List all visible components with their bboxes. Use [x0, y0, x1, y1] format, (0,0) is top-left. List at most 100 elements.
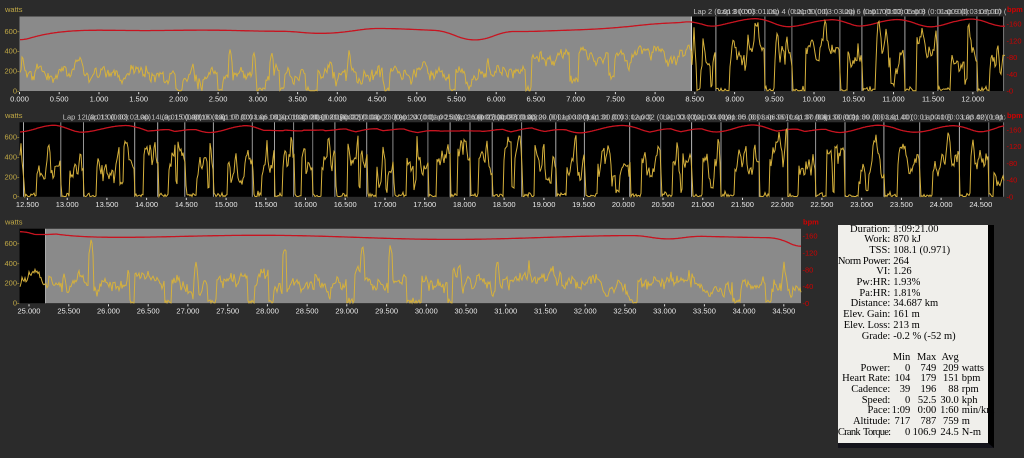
svg-text:Lap 35 (0:03:06.00): Lap 35 (0:03:06.00): [723, 113, 789, 122]
svg-text:22.500: 22.500: [810, 200, 833, 209]
svg-text:0.000: 0.000: [10, 94, 29, 103]
svg-text:16.000: 16.000: [294, 200, 317, 209]
svg-text:0.500: 0.500: [50, 94, 69, 103]
svg-text:Lap 31 (0:03:02.00): Lap 31 (0:03:02.00): [586, 113, 652, 122]
svg-text:8.500: 8.500: [685, 94, 704, 103]
svg-text:-40: -40: [1007, 70, 1018, 79]
svg-text:23.500: 23.500: [890, 200, 913, 209]
svg-text:Lap 18 (0:01:00.00): Lap 18 (0:01:00.00): [254, 113, 320, 122]
svg-text:Lap 37 (0:01:00.00): Lap 37 (0:01:00.00): [790, 113, 856, 122]
svg-text:Lap 28 (0:01:00.00): Lap 28 (0:01:00.00): [494, 113, 560, 122]
svg-text:27.500: 27.500: [216, 307, 239, 316]
svg-text:23.000: 23.000: [850, 200, 873, 209]
svg-text:0-: 0-: [13, 86, 20, 95]
svg-text:21.500: 21.500: [731, 200, 754, 209]
svg-text:3.000: 3.000: [249, 94, 268, 103]
svg-text:-0: -0: [1007, 193, 1014, 202]
svg-text:Lap 4 (0:01:00.00): Lap 4 (0:01:00.00): [767, 7, 829, 16]
svg-text:24.000: 24.000: [930, 200, 953, 209]
svg-text:watts: watts: [4, 111, 23, 120]
svg-text:18.000: 18.000: [453, 200, 476, 209]
svg-text:Lap 26 (0:01:00.00): Lap 26 (0:01:00.00): [452, 113, 518, 122]
svg-text:watts: watts: [4, 5, 23, 14]
svg-text:31.000: 31.000: [494, 307, 517, 316]
svg-text:Lap 10 (0:01:00.00): Lap 10 (0:01:00.00): [979, 7, 1024, 16]
svg-text:7.500: 7.500: [606, 94, 625, 103]
svg-text:watts: watts: [4, 217, 23, 226]
svg-text:-40: -40: [1007, 176, 1018, 185]
svg-text:Lap 13 (0:03:02.00): Lap 13 (0:03:02.00): [86, 113, 152, 122]
svg-text:200-: 200-: [4, 67, 20, 76]
svg-text:29.000: 29.000: [335, 307, 358, 316]
svg-text:Lap 3 (0:03:01.00): Lap 3 (0:03:01.00): [718, 7, 780, 16]
svg-text:Lap 43 (0:03:05.00): Lap 43 (0:03:05.00): [991, 113, 1024, 122]
svg-text:0-: 0-: [13, 192, 20, 201]
svg-text:2.000: 2.000: [169, 94, 188, 103]
svg-text:5.000: 5.000: [407, 94, 426, 103]
svg-text:Lap 34 (0:01:00.00): Lap 34 (0:01:00.00): [694, 113, 760, 122]
svg-text:28.500: 28.500: [296, 307, 319, 316]
svg-text:200-: 200-: [4, 172, 20, 181]
svg-text:4.000: 4.000: [328, 94, 347, 103]
svg-text:9.000: 9.000: [725, 94, 744, 103]
svg-text:30.000: 30.000: [415, 307, 438, 316]
svg-text:Lap 42 (0:01:00.00): Lap 42 (0:01:00.00): [961, 113, 1024, 122]
svg-text:bpm: bpm: [803, 217, 819, 226]
svg-text:10.500: 10.500: [842, 94, 865, 103]
svg-text:4.500: 4.500: [368, 94, 387, 103]
svg-text:-120: -120: [803, 249, 818, 258]
svg-text:Lap 38 (0:01:00.00): Lap 38 (0:01:00.00): [818, 113, 884, 122]
svg-text:Lap 14 (0:01:00.00): Lap 14 (0:01:00.00): [137, 113, 203, 122]
svg-text:11.500: 11.500: [922, 94, 944, 103]
svg-text:16.500: 16.500: [334, 200, 357, 209]
svg-text:Lap 2 (0:01:00.00): Lap 2 (0:01:00.00): [693, 7, 755, 16]
svg-text:400-: 400-: [4, 259, 20, 268]
svg-text:19.000: 19.000: [532, 200, 555, 209]
svg-text:Lap 16 (0:01:00.00): Lap 16 (0:01:00.00): [187, 113, 253, 122]
svg-text:18.500: 18.500: [493, 200, 516, 209]
svg-text:600-: 600-: [4, 27, 20, 36]
svg-text:6.500: 6.500: [527, 94, 546, 103]
svg-text:Lap 23 (0:01:00.00): Lap 23 (0:01:00.00): [369, 113, 435, 122]
svg-text:Lap 12 (0:01:00.00): Lap 12 (0:01:00.00): [63, 113, 129, 122]
svg-text:400-: 400-: [4, 152, 20, 161]
svg-text:-160: -160: [1007, 20, 1022, 29]
svg-text:Lap 39 (0:03:01.00): Lap 39 (0:03:01.00): [847, 113, 913, 122]
svg-text:Lap 29 (0:01:00.00): Lap 29 (0:01:00.00): [524, 113, 590, 122]
svg-text:25.500: 25.500: [57, 307, 80, 316]
svg-text:1.500: 1.500: [129, 94, 148, 103]
svg-text:-0: -0: [803, 299, 810, 308]
svg-text:-120: -120: [1007, 142, 1022, 151]
svg-text:-120: -120: [1007, 36, 1022, 45]
svg-text:-80: -80: [803, 265, 814, 274]
svg-text:32.500: 32.500: [613, 307, 636, 316]
svg-text:Lap 33 (0:01:00.00): Lap 33 (0:01:00.00): [663, 113, 729, 122]
svg-text:31.500: 31.500: [534, 307, 557, 316]
svg-text:24.500: 24.500: [969, 200, 992, 209]
svg-text:29.500: 29.500: [375, 307, 398, 316]
svg-text:Lap 9 (0:03:07.00): Lap 9 (0:03:07.00): [940, 7, 1002, 16]
svg-text:-80: -80: [1007, 159, 1018, 168]
svg-text:2.500: 2.500: [209, 94, 228, 103]
svg-text:Lap 30 (0:01:00.00): Lap 30 (0:01:00.00): [558, 113, 624, 122]
svg-text:bpm: bpm: [1007, 5, 1023, 14]
svg-text:28.000: 28.000: [256, 307, 279, 316]
svg-text:30.500: 30.500: [455, 307, 478, 316]
svg-text:27.000: 27.000: [176, 307, 199, 316]
svg-text:12.000: 12.000: [961, 94, 984, 103]
svg-text:-40: -40: [803, 282, 814, 291]
svg-text:600-: 600-: [4, 133, 20, 142]
svg-text:10.000: 10.000: [803, 94, 826, 103]
svg-text:600-: 600-: [4, 239, 20, 248]
svg-text:Lap 19 (0:01:00.00): Lap 19 (0:01:00.00): [277, 113, 343, 122]
svg-text:15.500: 15.500: [254, 200, 277, 209]
svg-text:33.500: 33.500: [693, 307, 716, 316]
svg-text:Lap 27 (0:01:00.00): Lap 27 (0:01:00.00): [472, 113, 538, 122]
svg-text:6.000: 6.000: [487, 94, 506, 103]
svg-text:34.000: 34.000: [733, 307, 756, 316]
svg-text:Lap 5 (0:03:03.00): Lap 5 (0:03:03.00): [794, 7, 856, 16]
svg-text:13.000: 13.000: [56, 200, 79, 209]
svg-text:Lap 20 (0:01:00.00): Lap 20 (0:01:00.00): [296, 113, 362, 122]
svg-text:-0: -0: [1007, 87, 1014, 96]
svg-text:7.000: 7.000: [566, 94, 585, 103]
